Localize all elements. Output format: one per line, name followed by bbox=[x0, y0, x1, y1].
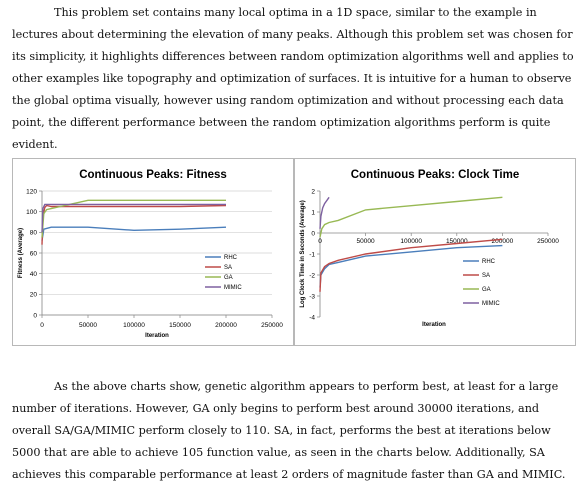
series-line-mimic bbox=[41, 203, 226, 233]
y-tick-label: -3 bbox=[309, 293, 315, 300]
y-tick-label: 80 bbox=[30, 230, 38, 237]
y-tick-label: 100 bbox=[26, 209, 37, 216]
x-tick-label: 250000 bbox=[537, 238, 559, 245]
series-line-ga bbox=[41, 199, 226, 238]
x-tick-label: 250000 bbox=[261, 322, 283, 329]
series-line-rhc bbox=[41, 226, 227, 241]
x-tick-label: 100000 bbox=[123, 322, 145, 329]
fitness-chart: Continuous Peaks: Fitness 0 20 40 60 80 100 120… bbox=[12, 158, 294, 346]
chart-title: Continuous Peaks: Fitness bbox=[79, 169, 227, 181]
x-tick-label: 200000 bbox=[492, 238, 514, 245]
analysis-paragraph: As the above charts show, genetic algori… bbox=[12, 376, 574, 486]
chart-title: Continuous Peaks: Clock Time bbox=[351, 169, 520, 181]
series-line-mimic bbox=[319, 196, 330, 229]
legend-label-sa: SA bbox=[224, 265, 232, 271]
x-tick-label: 150000 bbox=[446, 238, 468, 245]
y-tick-label: 1 bbox=[311, 209, 315, 216]
series-line-ga bbox=[319, 196, 503, 238]
legend-label-rhc: RHC bbox=[224, 255, 238, 261]
x-tick-label: 100000 bbox=[400, 238, 422, 245]
y-tick-label: 60 bbox=[30, 250, 38, 257]
y-tick-label: 0 bbox=[311, 230, 315, 237]
legend-label-sa: SA bbox=[482, 273, 490, 279]
y-tick-label: 20 bbox=[30, 292, 38, 299]
x-tick-label: 50000 bbox=[357, 238, 375, 245]
legend-label-rhc: RHC bbox=[482, 259, 496, 265]
x-tick-label: 200000 bbox=[215, 322, 237, 329]
clock-time-chart-svg: Continuous Peaks: Clock Time-4-3-2-10120… bbox=[300, 169, 559, 328]
y-axis-title: Fitness (Average) bbox=[18, 228, 24, 278]
y-tick-label: 40 bbox=[30, 271, 38, 278]
legend-label-ga: GA bbox=[224, 275, 233, 281]
legend-label-mimic: MIMIC bbox=[224, 285, 242, 291]
intro-paragraph: This problem set contains many local opt… bbox=[12, 2, 574, 156]
analysis-text: As the above charts show, genetic algori… bbox=[12, 380, 566, 481]
x-tick-label: 0 bbox=[40, 322, 44, 329]
legend-label-ga: GA bbox=[482, 287, 491, 293]
y-tick-label: 0 bbox=[33, 312, 37, 319]
intro-text: This problem set contains many local opt… bbox=[12, 6, 574, 151]
legend-label-mimic: MIMIC bbox=[482, 301, 500, 307]
series-line-sa bbox=[319, 238, 503, 292]
x-tick-label: 0 bbox=[318, 238, 322, 245]
y-tick-label: -1 bbox=[309, 251, 315, 258]
y-axis-title: Log Clock Time in Seconds (Average) bbox=[300, 200, 306, 307]
x-axis-title: Iteration bbox=[422, 322, 446, 328]
series-line-rhc bbox=[319, 244, 503, 288]
y-tick-label: 120 bbox=[26, 188, 37, 195]
x-tick-label: 150000 bbox=[169, 322, 191, 329]
y-tick-label: 2 bbox=[311, 188, 315, 195]
x-axis-title: Iteration bbox=[145, 333, 169, 339]
y-tick-label: -2 bbox=[309, 272, 315, 279]
y-tick-label: -4 bbox=[309, 314, 315, 321]
clock-time-chart: Continuous Peaks: Clock Time -4 -3 -2 -1 0 1 2 0… bbox=[294, 158, 576, 346]
x-tick-label: 50000 bbox=[79, 322, 97, 329]
fitness-chart-svg: Continuous Peaks: Fitness 0 20 40 60 80 100 120… bbox=[18, 169, 283, 339]
